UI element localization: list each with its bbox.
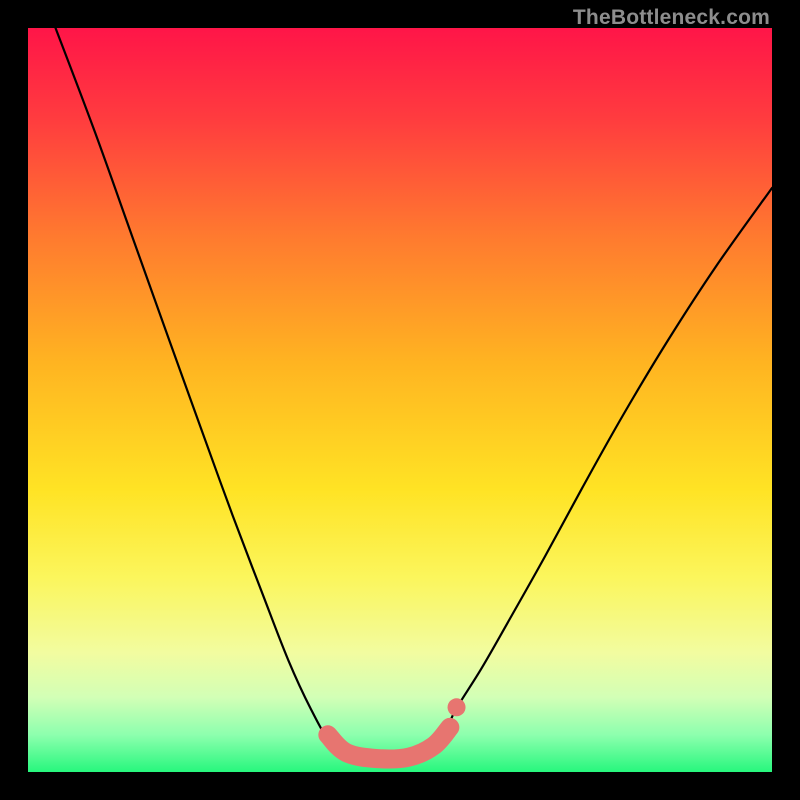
valley-highlight <box>328 727 450 759</box>
chart-frame: TheBottleneck.com <box>0 0 800 800</box>
watermark-text: TheBottleneck.com <box>573 6 770 30</box>
valley-endpoint-dot <box>448 698 466 716</box>
v-curve <box>56 28 772 761</box>
plot-area <box>28 28 772 772</box>
curve-layer <box>28 28 772 772</box>
